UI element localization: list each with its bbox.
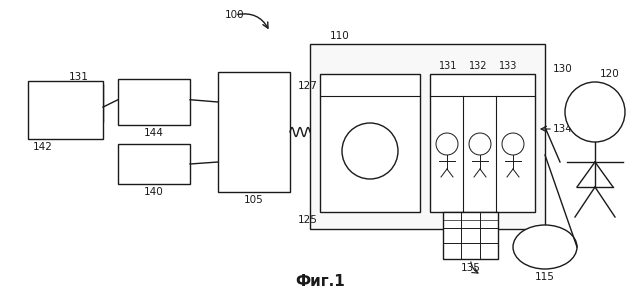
Ellipse shape bbox=[513, 225, 577, 269]
Text: 142: 142 bbox=[33, 142, 53, 152]
Text: 144: 144 bbox=[144, 128, 164, 138]
Text: 100: 100 bbox=[225, 10, 245, 20]
Circle shape bbox=[342, 123, 398, 179]
Bar bbox=[218, 72, 290, 192]
Circle shape bbox=[469, 133, 491, 155]
Text: 110: 110 bbox=[330, 31, 350, 41]
Bar bbox=[320, 74, 420, 212]
Bar bbox=[55, 84, 103, 122]
Text: 133: 133 bbox=[499, 61, 517, 71]
Text: 125: 125 bbox=[298, 215, 318, 225]
Text: 134: 134 bbox=[553, 124, 573, 134]
Text: 135: 135 bbox=[461, 263, 481, 273]
Circle shape bbox=[565, 82, 625, 142]
Text: 115: 115 bbox=[535, 272, 555, 282]
Circle shape bbox=[502, 133, 524, 155]
Circle shape bbox=[436, 133, 458, 155]
Bar bbox=[310, 44, 545, 229]
Text: 131: 131 bbox=[69, 72, 89, 82]
Text: 130: 130 bbox=[553, 64, 573, 74]
Bar bbox=[28, 81, 103, 139]
Text: 131: 131 bbox=[439, 61, 457, 71]
Text: 120: 120 bbox=[600, 69, 620, 79]
Bar bbox=[118, 144, 190, 184]
Text: Фиг.1: Фиг.1 bbox=[295, 274, 345, 290]
Bar bbox=[430, 74, 535, 212]
Bar bbox=[118, 79, 190, 125]
Text: 105: 105 bbox=[244, 195, 264, 205]
Text: 132: 132 bbox=[468, 61, 487, 71]
Text: 127: 127 bbox=[298, 81, 318, 91]
Bar bbox=[443, 212, 498, 259]
Text: 140: 140 bbox=[144, 187, 164, 197]
